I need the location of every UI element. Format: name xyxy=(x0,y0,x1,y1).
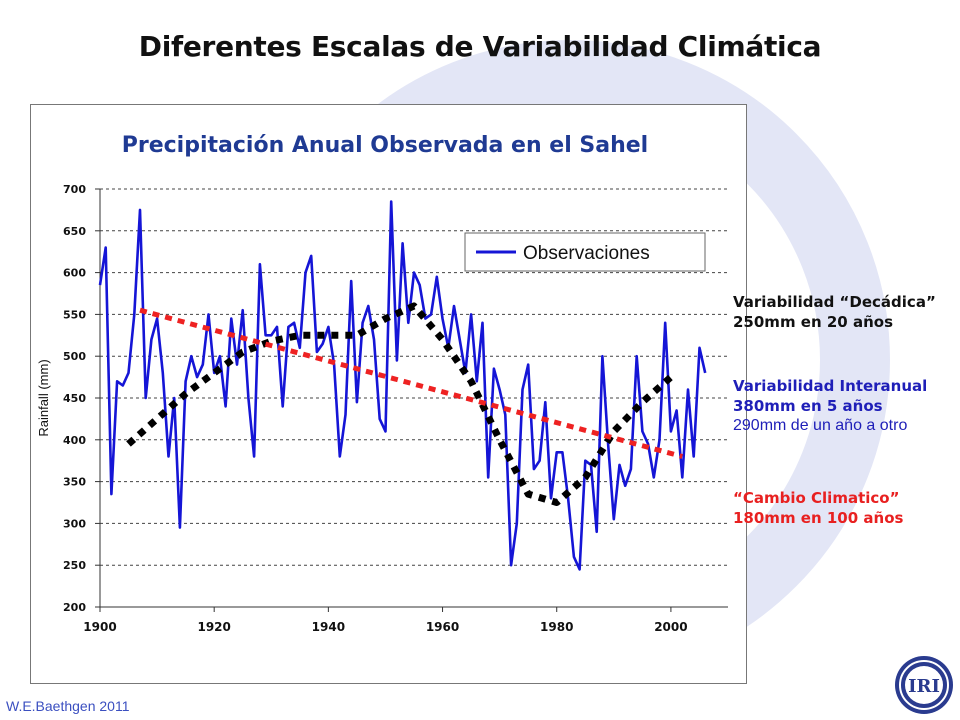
y-tick-label: 550 xyxy=(63,308,86,321)
y-tick-labels: 200 250 300 350 400 450 500 550 600 650 700 xyxy=(63,183,86,614)
iri-logo-text: IRI xyxy=(908,676,940,697)
y-tick-label: 400 xyxy=(63,434,86,447)
annotation-decadal-line1: Variabilidad “Decádica” xyxy=(733,293,936,311)
author-credit: W.E.Baethgen 2011 xyxy=(6,698,130,714)
axes xyxy=(95,188,728,612)
x-tick-labels: 1900 1920 1940 1960 1980 2000 xyxy=(83,620,687,634)
x-tick-label: 1980 xyxy=(540,620,573,634)
legend-label-observaciones: Observaciones xyxy=(523,243,650,264)
annotation-climate-change: “Cambio Climatico” 180mm en 100 años xyxy=(733,488,903,528)
slide-title: Diferentes Escalas de Variabilidad Climá… xyxy=(138,30,822,63)
annotation-climate-line1: “Cambio Climatico” xyxy=(733,489,900,507)
y-tick-label: 700 xyxy=(63,183,86,196)
x-tick-label: 2000 xyxy=(654,620,687,634)
legend: Observaciones xyxy=(464,232,706,272)
series-observaciones-line xyxy=(98,200,707,571)
y-tick-label: 500 xyxy=(63,350,86,363)
chart-title: Precipitación Anual Observada en el Sahe… xyxy=(122,133,648,158)
x-tick-label: 1960 xyxy=(426,620,459,634)
y-tick-label: 450 xyxy=(63,392,86,405)
annotation-interannual-line1: Variabilidad Interanual xyxy=(733,377,928,395)
series-linear-trend-line xyxy=(139,307,683,459)
annotation-interannual-line2: 380mm en 5 años xyxy=(733,397,883,415)
y-tick-label: 600 xyxy=(63,267,86,280)
series-decadal-trend-line xyxy=(126,302,674,506)
y-tick-label: 300 xyxy=(63,517,86,530)
annotation-climate-line2: 180mm en 100 años xyxy=(733,509,904,527)
annotation-decadal-line2: 250mm en 20 años xyxy=(733,313,893,331)
annotation-interannual-line3: 290mm de un año a otro xyxy=(733,417,908,434)
y-tick-label: 200 xyxy=(63,601,86,614)
iri-logo: IRI xyxy=(895,656,953,714)
y-tick-label: 350 xyxy=(63,476,86,489)
y-axis-label: Rainfall (mm) xyxy=(36,359,51,436)
annotation-decadal: Variabilidad “Decádica” 250mm en 20 años xyxy=(733,292,936,332)
series-group xyxy=(98,200,707,571)
x-tick-label: 1900 xyxy=(83,620,116,634)
chart-frame xyxy=(30,104,747,684)
x-tick-label: 1940 xyxy=(312,620,345,634)
y-tick-label: 250 xyxy=(63,559,86,572)
x-tick-label: 1920 xyxy=(197,620,230,634)
y-tick-label: 650 xyxy=(63,225,86,238)
annotation-interannual: Variabilidad Interanual 380mm en 5 años … xyxy=(733,376,927,436)
